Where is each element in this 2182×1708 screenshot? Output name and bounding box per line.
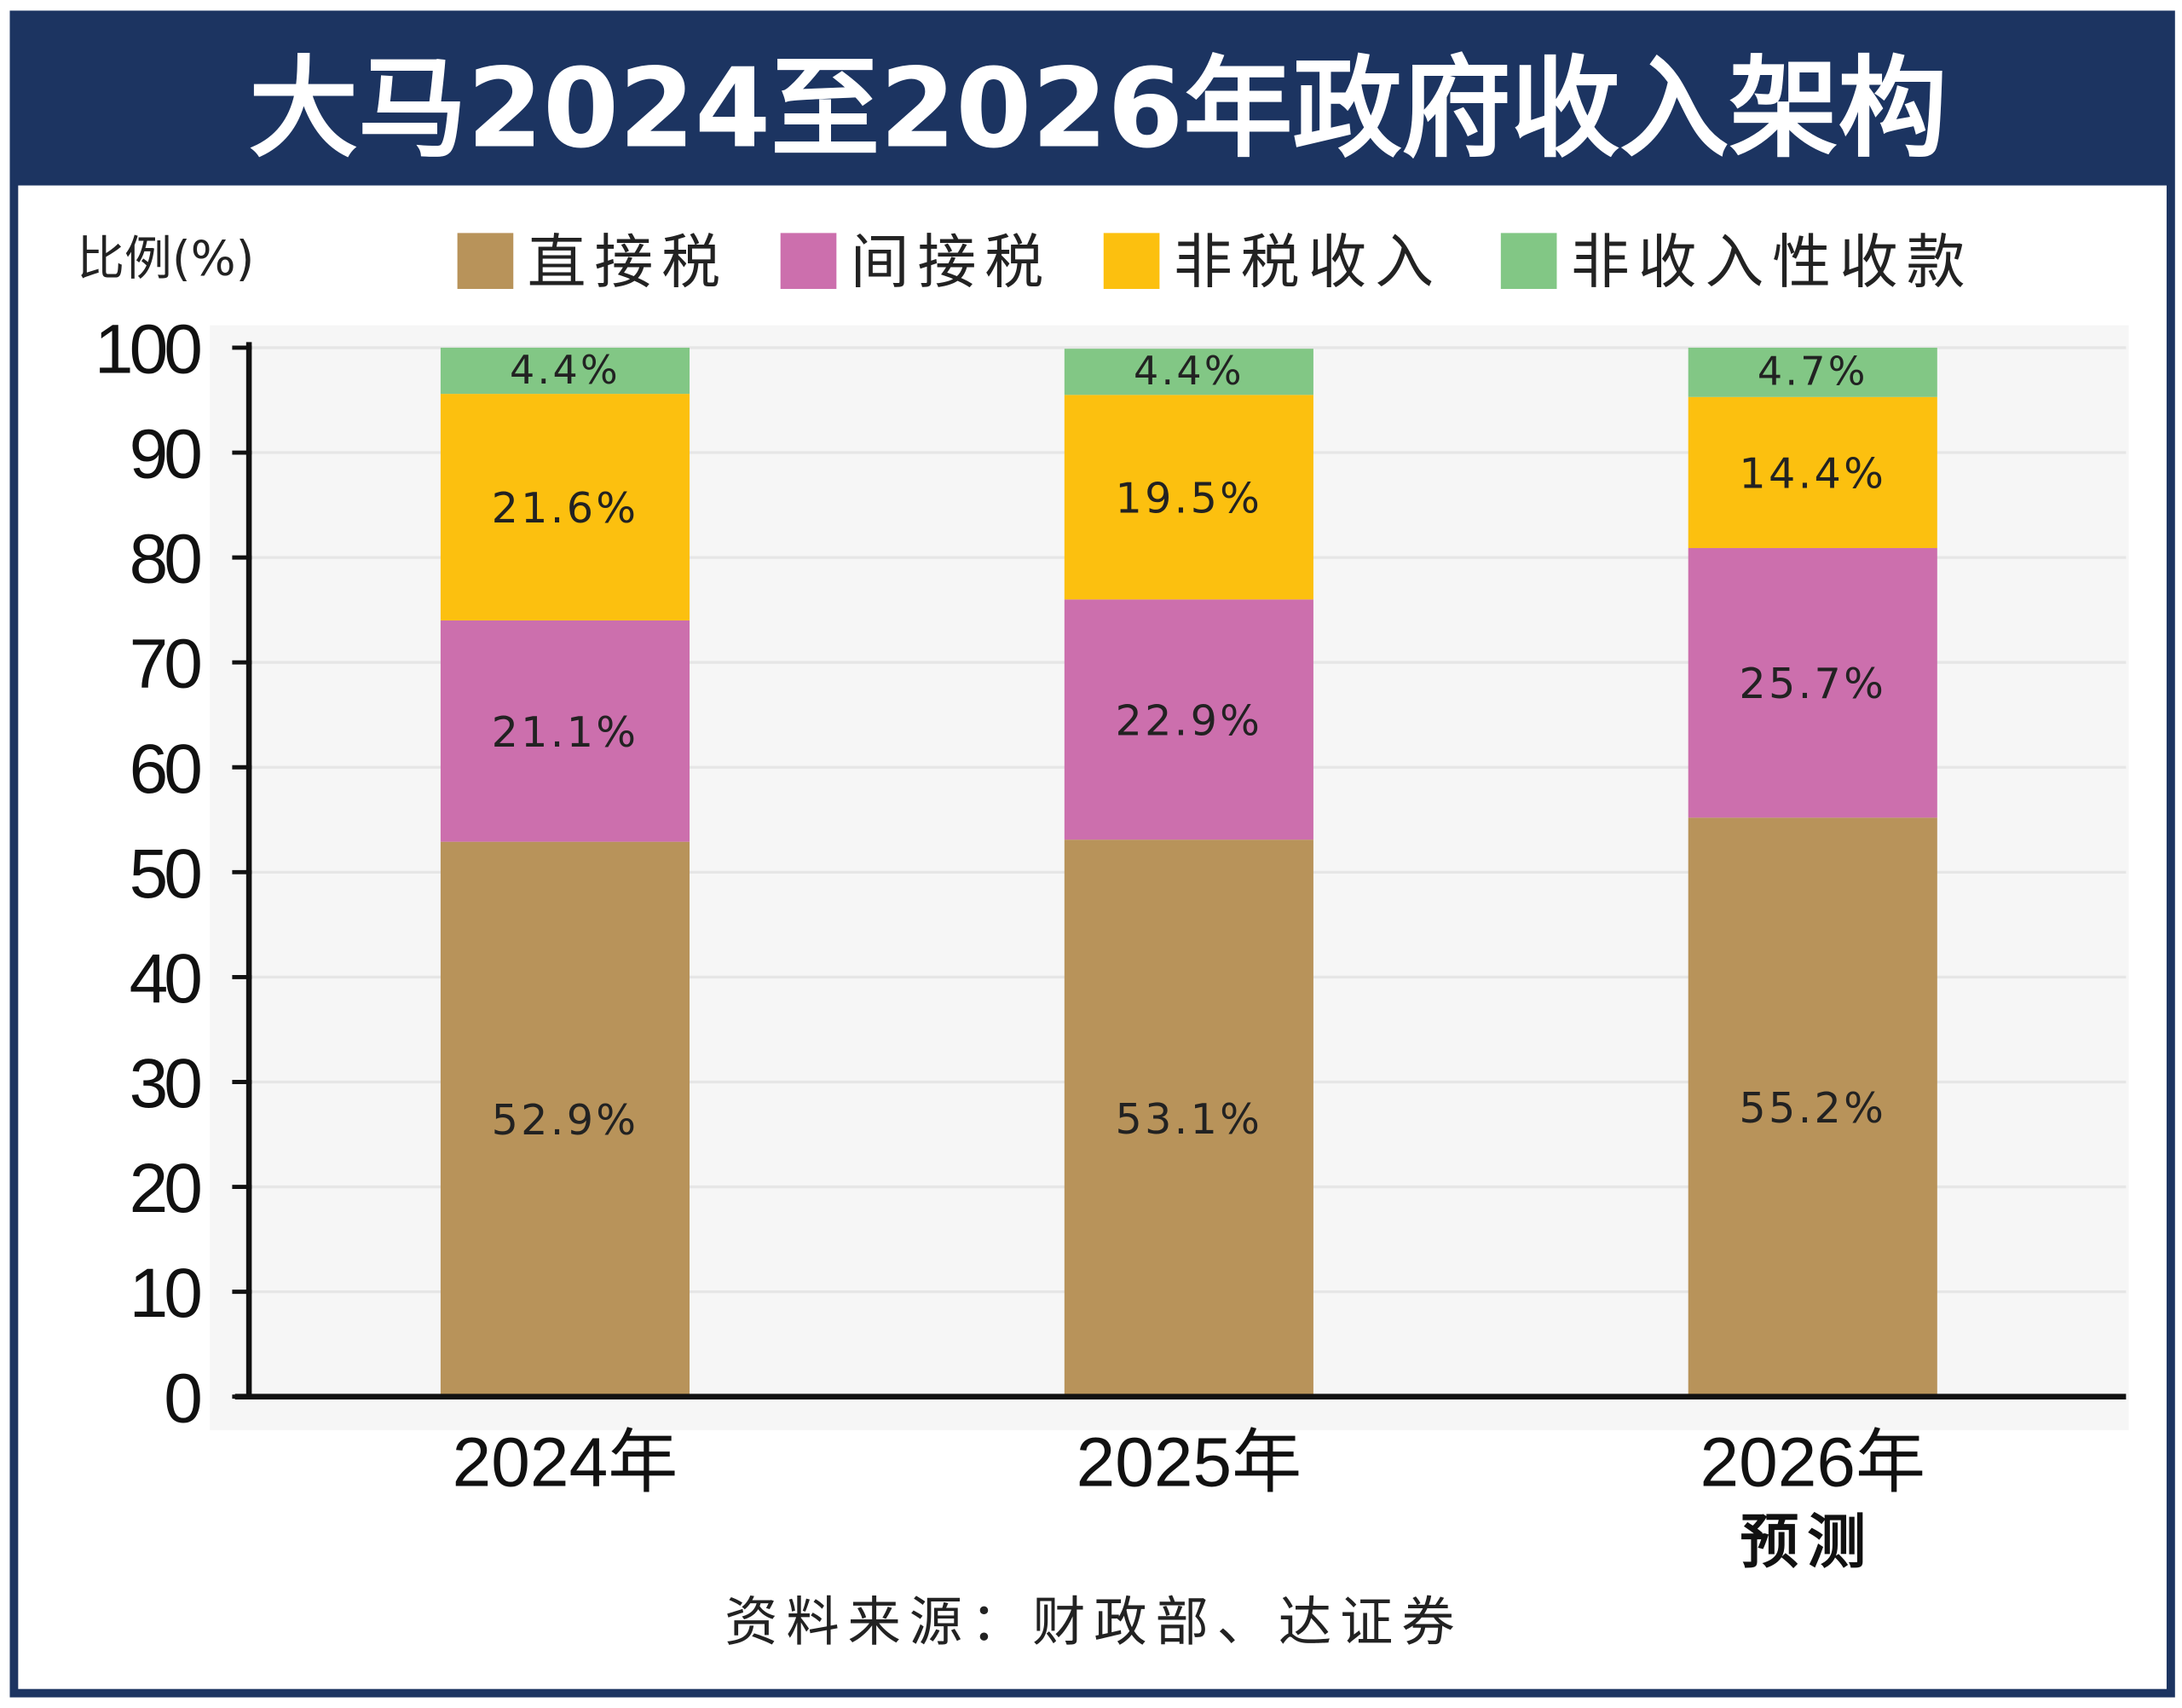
bars: 52.9% 21.1% 21.6% 4.4% 53.1% 22.9% 19.5% 4.4% 55… bbox=[440, 347, 1937, 1397]
legend-swatch bbox=[1103, 233, 1160, 290]
legend-swatch bbox=[1500, 233, 1557, 290]
title-bar bbox=[14, 14, 2171, 186]
data-label: 19.5% bbox=[1115, 473, 1262, 522]
x-tick-label: 2026年 bbox=[1700, 1424, 1925, 1502]
y-tick-label: 50 bbox=[130, 835, 201, 913]
data-label: 55.2% bbox=[1739, 1083, 1886, 1133]
data-label: 4.4% bbox=[510, 347, 621, 393]
y-tick-label: 20 bbox=[130, 1150, 201, 1227]
legend-label: 非税收入 bbox=[1174, 228, 1442, 297]
legend: 直接税 间接税 非税收入 非收入性收款 bbox=[457, 228, 1974, 297]
y-tick-label: 90 bbox=[130, 416, 201, 493]
bar-segment bbox=[440, 841, 690, 1397]
x-tick-label: 2024年 bbox=[453, 1424, 678, 1502]
y-tick-label: 30 bbox=[130, 1045, 201, 1122]
legend-swatch bbox=[780, 233, 837, 290]
bar-segment bbox=[1688, 817, 1937, 1397]
y-tick-label: 60 bbox=[130, 730, 201, 808]
bar-segment bbox=[440, 620, 690, 842]
x-tick-label: 2025年 bbox=[1077, 1424, 1302, 1502]
bar-segment bbox=[440, 347, 690, 395]
bar-segment bbox=[1688, 347, 1937, 397]
bar-segment bbox=[1688, 548, 1937, 818]
data-label: 4.4% bbox=[1134, 348, 1244, 394]
chart-title: 大马2024至2026年政府收入架构 bbox=[249, 46, 1948, 173]
y-tick-label: 10 bbox=[130, 1255, 201, 1332]
data-label: 4.7% bbox=[1758, 349, 1868, 395]
y-tick-label: 80 bbox=[130, 521, 201, 598]
y-tick-label: 0 bbox=[164, 1359, 200, 1437]
bar-segment bbox=[1064, 349, 1313, 395]
bar-segment bbox=[1064, 840, 1313, 1397]
data-label: 14.4% bbox=[1739, 448, 1886, 498]
data-label: 52.9% bbox=[492, 1095, 639, 1145]
bar-segment bbox=[1064, 599, 1313, 840]
bar-segment bbox=[1064, 395, 1313, 600]
bar-segment bbox=[1688, 396, 1937, 549]
data-label: 21.1% bbox=[492, 707, 639, 757]
y-tick-label: 70 bbox=[130, 626, 201, 703]
data-label: 53.1% bbox=[1115, 1094, 1262, 1144]
source-note: 资料来源：财政部、达证券 bbox=[724, 1590, 1463, 1653]
y-tick-label: 40 bbox=[130, 940, 201, 1018]
bar-segment bbox=[440, 394, 690, 620]
legend-label: 间接税 bbox=[851, 228, 1052, 297]
data-label: 25.7% bbox=[1739, 659, 1886, 708]
x-tick-sublabel: 预测 bbox=[1740, 1508, 1874, 1576]
data-label: 21.6% bbox=[492, 483, 639, 533]
y-ticks: 0 10 20 30 40 50 60 70 80 90 100 bbox=[95, 310, 252, 1437]
y-tick-label: 100 bbox=[95, 310, 200, 388]
y-axis-label: 比例(%) bbox=[77, 232, 254, 287]
legend-swatch bbox=[457, 233, 514, 290]
data-label: 22.9% bbox=[1115, 695, 1262, 745]
legend-label: 直接税 bbox=[528, 228, 729, 297]
legend-label: 非收入性收款 bbox=[1571, 228, 1974, 297]
